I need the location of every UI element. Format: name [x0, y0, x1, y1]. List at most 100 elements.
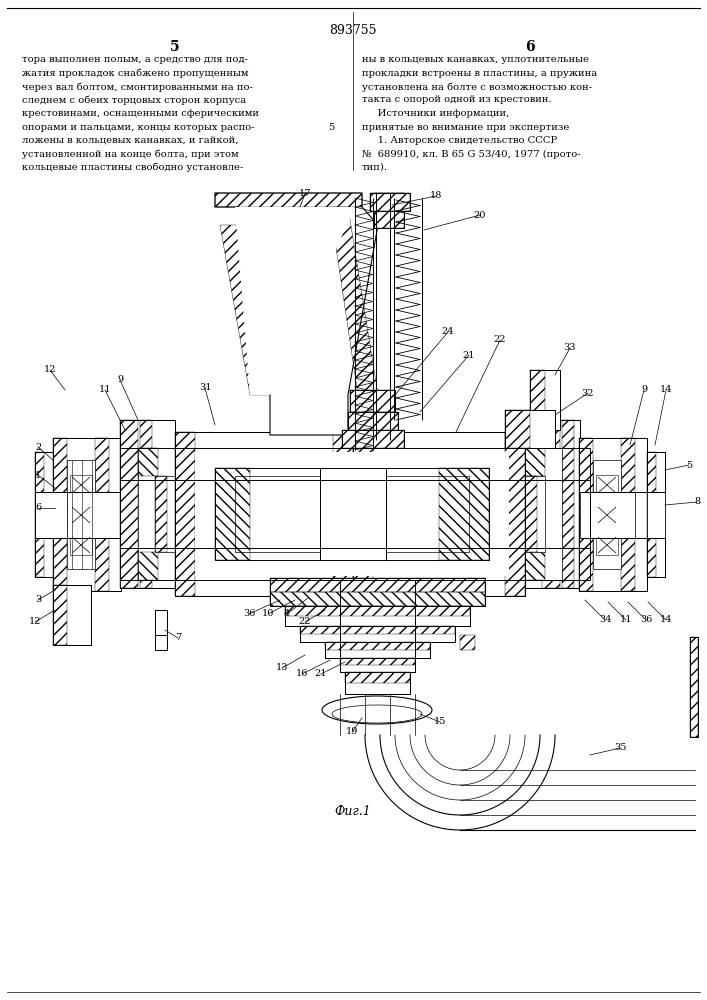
Bar — [525, 476, 537, 552]
Bar — [353, 432, 373, 596]
Text: 22: 22 — [299, 617, 311, 626]
Text: 10: 10 — [262, 609, 274, 618]
Bar — [505, 410, 555, 448]
Bar — [53, 585, 91, 645]
Bar — [53, 438, 121, 591]
Text: 8: 8 — [694, 497, 700, 506]
Ellipse shape — [322, 696, 432, 724]
Text: 14: 14 — [660, 385, 672, 394]
Bar — [542, 420, 560, 588]
Bar — [690, 637, 698, 737]
Bar — [95, 438, 109, 591]
Bar — [353, 432, 525, 596]
Text: 20: 20 — [474, 211, 486, 220]
Bar — [70, 535, 92, 555]
Bar — [285, 606, 470, 626]
Bar — [270, 578, 485, 592]
Text: опорами и пальцами, концы которых распо-: опорами и пальцами, концы которых распо- — [22, 122, 255, 131]
Bar — [525, 476, 545, 552]
Bar — [138, 448, 158, 476]
Text: 13: 13 — [276, 664, 288, 672]
Bar — [370, 193, 410, 211]
Text: 893755: 893755 — [329, 24, 377, 37]
Ellipse shape — [332, 705, 422, 723]
Text: 5: 5 — [328, 122, 334, 131]
Text: 9: 9 — [117, 375, 123, 384]
Text: 9: 9 — [641, 385, 647, 394]
Text: 12: 12 — [44, 365, 57, 374]
Text: 36: 36 — [243, 609, 255, 618]
Bar — [53, 438, 121, 591]
Text: 35: 35 — [614, 744, 626, 752]
Bar — [621, 438, 635, 591]
Text: ложены в кольцевых канавках, и гайкой,: ложены в кольцевых канавках, и гайкой, — [22, 136, 238, 145]
Bar — [342, 430, 404, 448]
Text: установлена на болте с возможностью кон-: установлена на болте с возможностью кон- — [362, 82, 592, 92]
Bar — [505, 432, 525, 596]
Bar — [370, 193, 410, 211]
Bar — [460, 635, 475, 650]
Bar — [325, 642, 430, 650]
Text: 6: 6 — [35, 504, 41, 512]
Bar — [140, 420, 152, 588]
Bar — [120, 548, 352, 580]
Bar — [340, 658, 415, 672]
Bar — [215, 193, 362, 207]
Bar — [580, 492, 635, 538]
Text: 14: 14 — [660, 615, 672, 624]
Bar — [647, 452, 665, 577]
Polygon shape — [215, 193, 378, 435]
Bar — [350, 390, 395, 412]
Bar — [579, 438, 593, 591]
Text: 12: 12 — [29, 617, 41, 626]
Bar — [300, 626, 455, 642]
Bar — [342, 430, 404, 448]
Bar — [596, 535, 618, 555]
Bar — [70, 475, 92, 495]
Bar — [530, 370, 560, 430]
Bar — [525, 420, 580, 588]
Bar — [647, 492, 665, 538]
Bar — [325, 642, 430, 658]
Bar — [120, 420, 175, 588]
Bar — [175, 432, 195, 596]
Text: 11: 11 — [99, 385, 111, 394]
Text: ны в кольцевых канавках, уплотнительные: ны в кольцевых канавках, уплотнительные — [362, 55, 589, 64]
Bar — [285, 606, 470, 626]
Text: 24: 24 — [442, 328, 455, 336]
Bar — [690, 637, 698, 737]
Bar — [439, 468, 489, 560]
Text: кольцевые пластины свободно установле-: кольцевые пластины свободно установле- — [22, 163, 243, 172]
Bar — [505, 410, 555, 448]
Text: Фиг.1: Фиг.1 — [334, 805, 371, 818]
Bar — [579, 438, 647, 591]
Text: 7: 7 — [175, 634, 181, 643]
Text: 11: 11 — [620, 615, 632, 624]
Bar — [175, 432, 353, 596]
Bar — [340, 658, 415, 665]
Bar — [300, 626, 455, 634]
Bar — [320, 468, 386, 560]
Bar — [345, 672, 410, 694]
Text: 36: 36 — [640, 615, 652, 624]
Bar — [350, 390, 395, 412]
Bar — [593, 460, 621, 569]
Text: 21: 21 — [315, 670, 327, 678]
Text: 15: 15 — [434, 718, 446, 726]
Bar — [596, 475, 618, 495]
Bar — [333, 432, 353, 596]
Bar — [53, 438, 67, 591]
Bar — [353, 432, 525, 596]
Text: 22: 22 — [493, 336, 506, 344]
Text: 2: 2 — [35, 442, 41, 452]
Text: 1: 1 — [35, 471, 41, 480]
Bar — [342, 430, 404, 448]
Bar — [525, 420, 580, 588]
Bar — [120, 448, 352, 480]
Bar — [530, 370, 545, 430]
Bar — [138, 448, 175, 580]
Bar — [175, 432, 353, 596]
Text: 34: 34 — [599, 615, 612, 624]
Text: 6: 6 — [525, 40, 534, 54]
Text: 17: 17 — [299, 190, 311, 198]
